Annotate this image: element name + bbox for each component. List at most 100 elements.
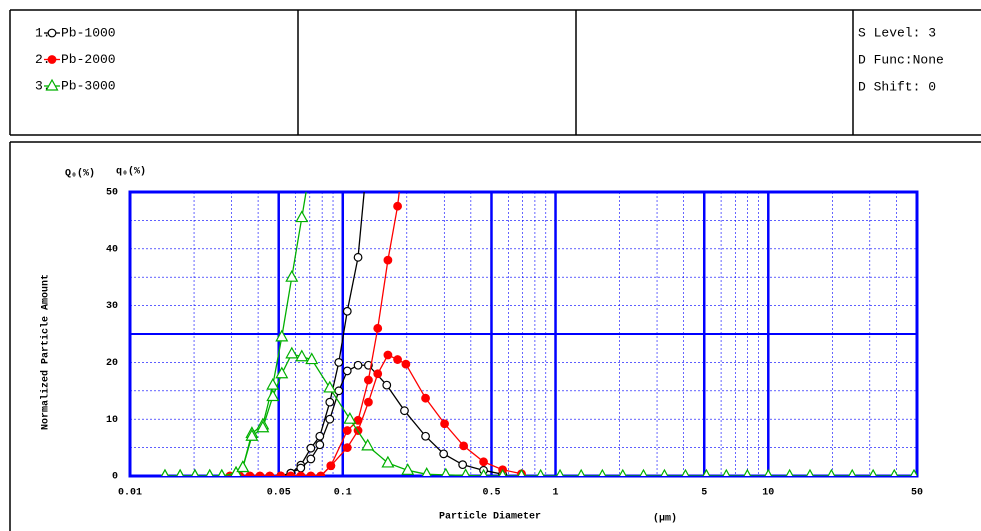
marker: [342, 443, 352, 453]
plot-area: [160, 143, 917, 476]
y-axis-title: Q₀(%): [65, 168, 95, 180]
y-tick-label: 20: [106, 358, 118, 369]
y-axis-label: Normalized Particle Amount: [40, 274, 52, 430]
marker: [479, 457, 488, 467]
marker: [286, 471, 296, 476]
y-tick-label: 50: [106, 188, 118, 199]
marker: [342, 366, 352, 376]
marker: [401, 359, 411, 369]
x-axis-label: Particle Diameter: [439, 511, 541, 523]
x-tick-label: 10: [762, 488, 774, 499]
marker: [334, 386, 344, 396]
marker: [827, 468, 836, 476]
marker: [461, 468, 470, 476]
marker: [47, 55, 57, 64]
marker: [353, 252, 363, 262]
marker: [285, 346, 299, 359]
marker: [373, 369, 383, 379]
x-tick-label: 5: [701, 488, 707, 499]
marker: [276, 471, 286, 476]
marker: [459, 441, 469, 451]
marker: [245, 471, 255, 476]
marker: [365, 143, 373, 151]
marker: [255, 471, 265, 476]
marker: [205, 468, 214, 476]
x-tick-label: 0.05: [267, 488, 291, 499]
marker: [306, 454, 316, 464]
marker: [381, 455, 395, 468]
frequency-line: [164, 353, 914, 476]
y-tick-label: 40: [106, 244, 118, 255]
marker: [373, 323, 383, 333]
marker: [556, 468, 565, 476]
frequency-line: [229, 354, 522, 476]
marker: [275, 329, 289, 342]
marker: [306, 443, 316, 453]
y-tick-label: 10: [106, 415, 118, 426]
marker: [364, 375, 373, 385]
marker: [764, 468, 773, 476]
marker: [306, 152, 317, 162]
marker: [306, 471, 316, 476]
x-tick-label: 0.5: [482, 488, 500, 499]
marker: [343, 411, 357, 424]
legend-number: 2.: [35, 52, 51, 67]
x-axis-unit: (μm): [653, 513, 677, 525]
y-tick-label: 30: [106, 301, 118, 312]
marker: [890, 468, 899, 476]
marker: [421, 467, 432, 476]
marker: [400, 406, 409, 416]
marker: [315, 431, 325, 441]
marker: [722, 468, 731, 476]
marker: [325, 397, 335, 407]
marker: [910, 468, 917, 476]
marker: [660, 468, 669, 476]
marker: [421, 393, 430, 403]
y-tick-label: 0: [112, 472, 118, 483]
marker: [315, 440, 325, 450]
marker: [266, 389, 280, 402]
marker: [382, 380, 392, 390]
cumulative-line: [164, 192, 307, 476]
marker: [364, 397, 373, 407]
setting: D Func:None: [858, 52, 944, 67]
marker: [296, 471, 306, 476]
marker: [326, 461, 336, 471]
marker: [383, 255, 393, 265]
marker: [265, 471, 275, 476]
marker: [323, 380, 337, 393]
marker: [702, 468, 711, 476]
marker: [285, 269, 299, 282]
marker: [353, 360, 363, 370]
marker: [618, 468, 627, 476]
marker: [190, 468, 199, 476]
marker: [785, 468, 794, 476]
marker: [536, 468, 545, 476]
x-tick-label: 0.01: [118, 488, 142, 499]
legend-label: Pb-3000: [61, 78, 116, 93]
cumulative-line: [280, 192, 365, 476]
marker: [517, 468, 526, 476]
x-tick-label: 1: [553, 488, 559, 499]
marker: [393, 201, 402, 211]
marker: [401, 463, 415, 475]
marker: [47, 28, 57, 38]
marker: [743, 468, 752, 476]
marker: [498, 468, 507, 476]
x-tick-label: 50: [911, 488, 923, 499]
cumulative-line: [229, 192, 400, 476]
marker: [334, 358, 344, 367]
marker: [305, 352, 319, 365]
marker: [325, 414, 335, 424]
marker: [266, 377, 280, 390]
marker: [275, 366, 289, 379]
marker: [342, 306, 352, 316]
marker: [342, 426, 352, 435]
setting: S Level: 3: [858, 25, 936, 40]
marker: [439, 449, 449, 459]
marker: [479, 468, 488, 476]
marker: [869, 468, 878, 476]
marker: [45, 78, 59, 91]
marker: [361, 438, 375, 451]
header-box: [9, 9, 981, 531]
